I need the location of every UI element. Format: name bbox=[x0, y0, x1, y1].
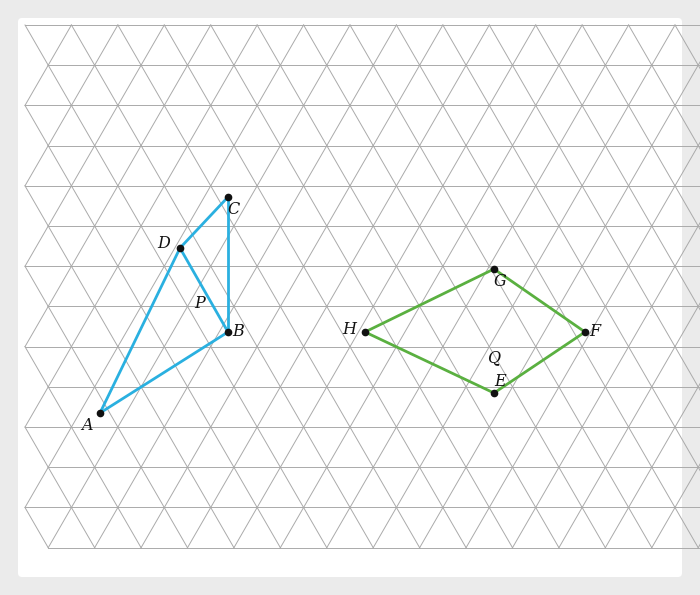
Text: B: B bbox=[232, 324, 244, 340]
Text: E: E bbox=[494, 372, 506, 390]
Text: Q: Q bbox=[487, 349, 500, 367]
Text: F: F bbox=[589, 324, 601, 340]
FancyBboxPatch shape bbox=[18, 18, 682, 577]
Text: D: D bbox=[158, 236, 170, 252]
Text: P: P bbox=[195, 295, 205, 312]
Text: A: A bbox=[81, 418, 92, 434]
Text: C: C bbox=[228, 201, 240, 218]
Text: G: G bbox=[494, 273, 506, 290]
Text: H: H bbox=[342, 321, 356, 339]
